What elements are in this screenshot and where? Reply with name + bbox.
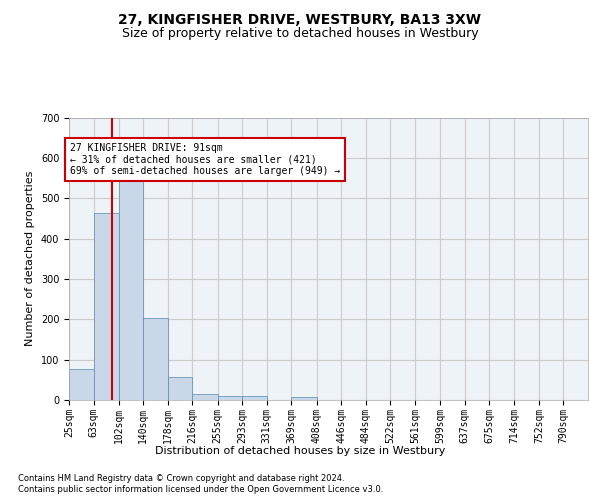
Text: Distribution of detached houses by size in Westbury: Distribution of detached houses by size …	[155, 446, 445, 456]
Text: 27 KINGFISHER DRIVE: 91sqm
← 31% of detached houses are smaller (421)
69% of sem: 27 KINGFISHER DRIVE: 91sqm ← 31% of deta…	[70, 142, 340, 176]
Bar	[94, 213, 119, 400]
Text: Contains HM Land Registry data © Crown copyright and database right 2024.: Contains HM Land Registry data © Crown c…	[18, 474, 344, 483]
Bar	[218, 396, 242, 400]
Bar	[242, 396, 267, 400]
Text: 27, KINGFISHER DRIVE, WESTBURY, BA13 3XW: 27, KINGFISHER DRIVE, WESTBURY, BA13 3XW	[119, 12, 482, 26]
Bar	[193, 394, 218, 400]
Bar	[119, 178, 143, 400]
Bar	[292, 397, 317, 400]
Bar	[143, 318, 168, 400]
Bar	[69, 368, 94, 400]
Y-axis label: Number of detached properties: Number of detached properties	[25, 171, 35, 346]
Text: Contains public sector information licensed under the Open Government Licence v3: Contains public sector information licen…	[18, 485, 383, 494]
Text: Size of property relative to detached houses in Westbury: Size of property relative to detached ho…	[122, 28, 478, 40]
Bar	[168, 377, 193, 400]
